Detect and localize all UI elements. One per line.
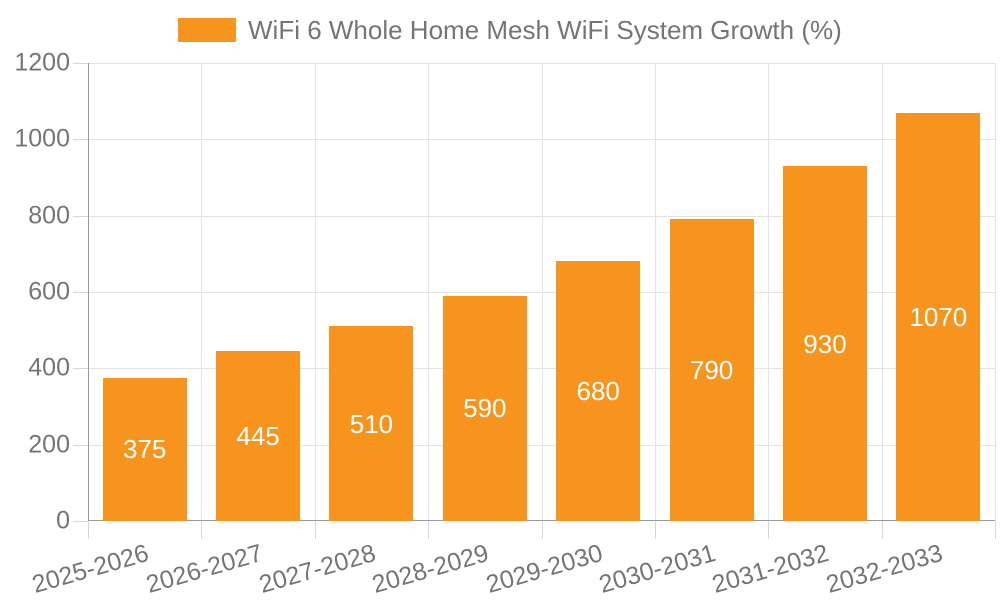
x-axis-tick	[654, 521, 656, 539]
bar-value-label: 930	[803, 328, 847, 359]
x-tick-label: 2032-2033	[822, 539, 946, 599]
bar-value-label: 510	[349, 408, 394, 439]
bar-value-label: 680	[576, 376, 620, 407]
legend[interactable]: WiFi 6 Whole Home Mesh WiFi System Growt…	[178, 16, 842, 44]
x-tick-label: 2030-2031	[596, 539, 719, 599]
x-axis-tick	[995, 521, 996, 539]
gridline-vertical	[428, 63, 430, 521]
y-axis-line	[88, 63, 89, 521]
y-tick-label: 600	[28, 277, 70, 306]
bar-value-label: 375	[122, 434, 167, 465]
y-axis-tick	[73, 444, 88, 446]
gridline-vertical	[768, 63, 770, 521]
bar[interactable]: 375	[102, 377, 187, 521]
y-tick-label: 200	[28, 430, 70, 459]
bar-value-label: 445	[236, 421, 280, 452]
gridline-vertical	[654, 63, 656, 521]
bar[interactable]: 930	[782, 166, 867, 521]
bar[interactable]: 1070	[896, 112, 981, 521]
bar[interactable]: 790	[669, 219, 754, 521]
y-axis-tick	[73, 521, 88, 522]
bar-value-label: 1070	[909, 301, 968, 332]
y-tick-label: 1000	[14, 124, 70, 153]
x-tick-label: 2028-2029	[369, 539, 492, 599]
x-tick-label: 2025-2026	[29, 539, 152, 599]
gridline-vertical	[541, 63, 543, 521]
x-tick-label: 2027-2028	[255, 539, 379, 599]
x-axis-tick	[314, 521, 316, 539]
y-axis-tick	[73, 292, 88, 293]
gridline-vertical	[995, 63, 996, 521]
y-axis-tick	[73, 139, 88, 141]
y-axis-tick	[73, 215, 88, 217]
gridline-vertical	[201, 63, 203, 521]
bar-value-label: 590	[463, 393, 507, 424]
y-axis-tick	[73, 368, 88, 370]
x-axis-tick	[88, 521, 89, 539]
x-axis-tick	[541, 521, 543, 539]
bar[interactable]: 680	[556, 261, 641, 521]
bar-value-label: 790	[689, 355, 734, 386]
y-tick-label: 400	[28, 353, 70, 382]
x-tick-label: 2031-2032	[709, 539, 833, 599]
x-tick-label: 2029-2030	[482, 539, 606, 599]
x-axis-tick	[201, 521, 203, 539]
bar[interactable]: 445	[216, 351, 301, 521]
gridline-vertical	[881, 63, 883, 521]
x-axis-line	[88, 520, 995, 521]
plot-area: 375 445 510 590 680 790 930 1070	[73, 63, 996, 539]
y-tick-label: 800	[28, 201, 70, 230]
bar[interactable]: 510	[329, 326, 414, 521]
legend-swatch	[178, 18, 236, 42]
gridline-vertical	[314, 63, 316, 521]
x-axis-tick	[428, 521, 430, 539]
legend-label: WiFi 6 Whole Home Mesh WiFi System Growt…	[248, 15, 842, 45]
y-tick-label: 1200	[14, 48, 70, 77]
x-axis-tick	[881, 521, 883, 539]
y-tick-label: 0	[56, 506, 70, 535]
x-axis-tick	[768, 521, 770, 539]
y-axis-tick	[73, 63, 88, 64]
bar[interactable]: 590	[442, 295, 527, 521]
x-tick-label: 2026-2027	[142, 539, 266, 599]
